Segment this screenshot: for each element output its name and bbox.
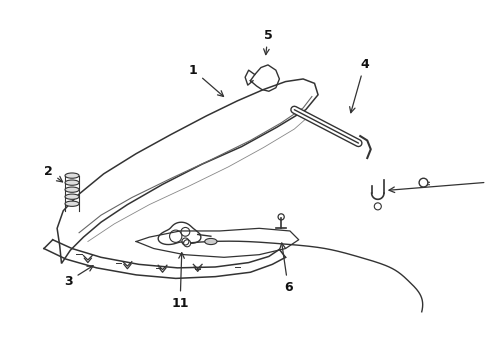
Circle shape <box>183 240 190 247</box>
Text: 4: 4 <box>349 58 368 113</box>
Text: 2: 2 <box>44 165 62 182</box>
Text: 6: 6 <box>279 243 292 294</box>
Ellipse shape <box>65 180 79 185</box>
Text: 13: 13 <box>0 359 1 360</box>
Ellipse shape <box>65 194 79 199</box>
FancyBboxPatch shape <box>484 160 488 195</box>
Text: 8: 8 <box>0 359 1 360</box>
Ellipse shape <box>204 238 217 244</box>
Text: 9: 9 <box>0 359 1 360</box>
Text: 10: 10 <box>0 359 1 360</box>
Text: 11: 11 <box>171 253 188 310</box>
Text: 7: 7 <box>388 175 488 193</box>
Ellipse shape <box>65 201 79 206</box>
Polygon shape <box>57 79 317 264</box>
Circle shape <box>418 178 427 187</box>
Ellipse shape <box>65 187 79 192</box>
Ellipse shape <box>65 173 79 178</box>
Text: 12: 12 <box>0 359 1 360</box>
Text: 1: 1 <box>188 64 223 96</box>
Text: 3: 3 <box>64 266 93 288</box>
Text: 5: 5 <box>263 28 272 55</box>
Circle shape <box>373 203 381 210</box>
